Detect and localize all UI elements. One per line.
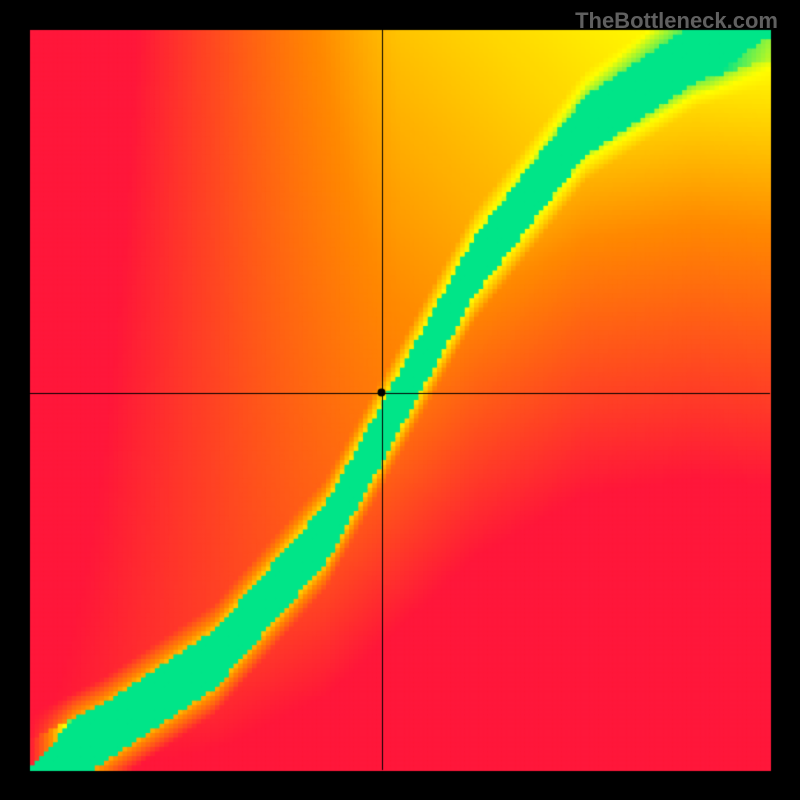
bottleneck-heatmap [0, 0, 800, 800]
watermark-text: TheBottleneck.com [575, 8, 778, 34]
chart-container: TheBottleneck.com [0, 0, 800, 800]
